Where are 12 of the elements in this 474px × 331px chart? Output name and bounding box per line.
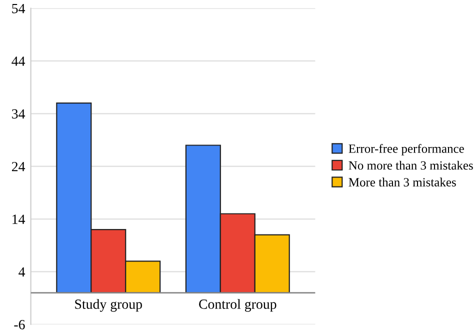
x-tick-label: Study group — [75, 299, 142, 312]
y-tick-label: 54 — [12, 4, 26, 14]
y-tick-label: 14 — [12, 214, 26, 224]
y-tick-label: 34 — [12, 109, 26, 119]
y-tick-label: 44 — [12, 56, 26, 66]
y-tick-label: -6 — [14, 320, 25, 330]
x-tick-label: Control group — [199, 299, 276, 312]
legend-label: More than 3 mistakes — [348, 178, 456, 186]
y-tick-label: 24 — [12, 162, 26, 172]
legend-label: Error-free performance — [348, 144, 464, 156]
y-tick-label: 4 — [18, 267, 26, 277]
legend-label: No more than 3 mistakes — [348, 160, 473, 170]
